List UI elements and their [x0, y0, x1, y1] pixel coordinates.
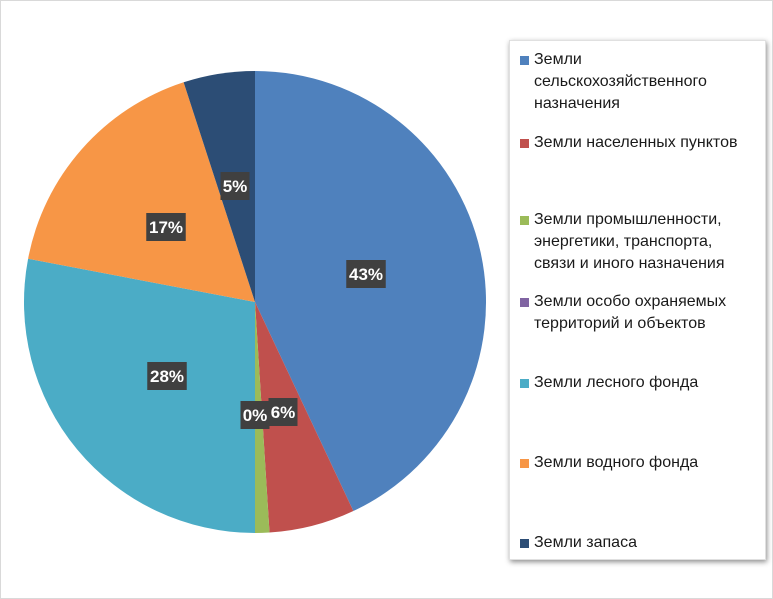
svg-text:43%: 43%: [349, 265, 383, 284]
data-label-5: 28%: [147, 362, 187, 390]
legend-label: Земли запаса: [534, 534, 637, 551]
legend-item-6: Земли водного фонда: [520, 452, 760, 474]
legend-label: Земли особо охраняемых территорий и объе…: [534, 293, 727, 332]
legend-swatch: [520, 56, 529, 65]
svg-text:0%: 0%: [243, 406, 268, 425]
pie-data-labels: 43% 6% 28% 17% 5% 0%: [146, 172, 386, 429]
svg-text:6%: 6%: [271, 403, 296, 422]
legend-swatch: [520, 379, 529, 388]
data-label-4: 0%: [240, 401, 270, 429]
legend-item-1: Земли сельскохозяйственного назначения: [520, 49, 760, 115]
legend-swatch: [520, 298, 529, 307]
data-label-1: 43%: [346, 260, 386, 288]
pie-slices: [23, 71, 487, 533]
legend-swatch: [520, 459, 529, 468]
legend-swatch: [520, 216, 529, 225]
legend-label: Земли сельскохозяйственного назначения: [534, 51, 707, 112]
legend-label: Земли промышленности, энергетики, трансп…: [534, 211, 725, 272]
legend-label: Земли населенных пунктов: [534, 134, 738, 151]
data-label-7: 5%: [220, 172, 250, 200]
pie-slice-5: [23, 258, 256, 533]
svg-text:17%: 17%: [149, 218, 183, 237]
legend-item-5: Земли лесного фонда: [520, 372, 760, 394]
legend-swatch: [520, 139, 529, 148]
data-label-6: 17%: [146, 213, 186, 241]
legend: Земли сельскохозяйственного назначения Зе…: [509, 40, 766, 560]
svg-text:28%: 28%: [150, 367, 184, 386]
pie-slice-6: [28, 82, 256, 302]
legend-item-3: Земли промышленности, энергетики, трансп…: [520, 209, 760, 275]
legend-label: Земли лесного фонда: [534, 374, 699, 391]
svg-text:5%: 5%: [223, 177, 248, 196]
legend-item-4: Земли особо охраняемых территорий и объе…: [520, 291, 760, 335]
legend-swatch: [520, 539, 529, 548]
pie-slice-1: [255, 71, 487, 512]
legend-item-2: Земли населенных пунктов: [520, 132, 760, 154]
legend-item-7: Земли запаса: [520, 532, 760, 554]
pie-slice-7: [183, 71, 255, 302]
legend-label: Земли водного фонда: [534, 454, 699, 471]
data-label-2: 6%: [268, 398, 298, 426]
pie-slice-2: [255, 302, 354, 533]
